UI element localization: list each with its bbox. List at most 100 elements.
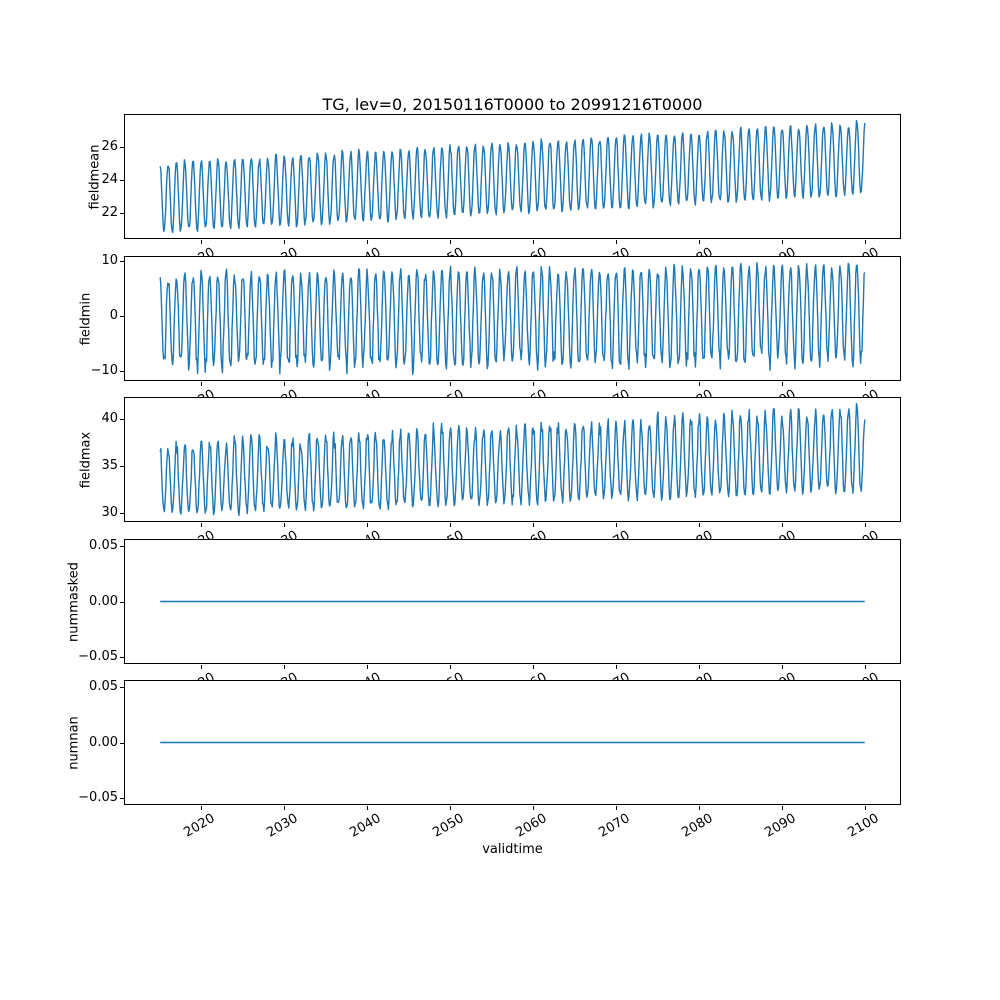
x-tick bbox=[533, 240, 535, 244]
x-tick bbox=[865, 806, 867, 810]
y-tick-label: 24 bbox=[101, 171, 118, 187]
y-tick-label: −0.05 bbox=[78, 648, 118, 664]
x-tick bbox=[782, 382, 784, 386]
plot-title: TG, lev=0, 20150116T0000 to 20991216T000… bbox=[322, 95, 703, 114]
y-tick bbox=[120, 260, 124, 262]
y-tick-label: 22 bbox=[101, 204, 118, 220]
x-tick bbox=[367, 665, 369, 669]
y-axis-label-fieldmin: fieldmin bbox=[78, 292, 94, 345]
x-tick bbox=[367, 806, 369, 810]
x-tick bbox=[699, 523, 701, 527]
x-tick bbox=[865, 523, 867, 527]
y-axis-label-fieldmean: fieldmean bbox=[87, 144, 103, 209]
y-tick-label: 0 bbox=[109, 307, 118, 323]
subplot-fieldmean-axes bbox=[124, 114, 901, 239]
x-axis-label: validtime bbox=[482, 842, 543, 857]
x-tick bbox=[367, 523, 369, 527]
x-tick-label: 2020 bbox=[181, 811, 218, 841]
y-axis-label-fieldmax: fieldmax bbox=[78, 431, 94, 488]
y-tick-label: 0.00 bbox=[89, 593, 118, 609]
y-tick bbox=[120, 742, 124, 744]
y-tick bbox=[120, 466, 124, 468]
y-tick bbox=[120, 212, 124, 214]
y-tick-label: 30 bbox=[101, 505, 118, 521]
y-tick bbox=[120, 371, 124, 373]
x-tick-label: 2030 bbox=[264, 811, 301, 841]
x-tick bbox=[367, 382, 369, 386]
y-tick-label: 0.05 bbox=[89, 679, 118, 695]
x-tick bbox=[699, 665, 701, 669]
x-tick bbox=[284, 382, 286, 386]
fieldmax-line bbox=[159, 402, 866, 517]
y-tick bbox=[120, 797, 124, 799]
y-tick-label: 40 bbox=[101, 411, 118, 427]
y-axis-label-nummasked: nummasked bbox=[66, 561, 82, 642]
x-tick bbox=[782, 523, 784, 527]
y-tick bbox=[120, 419, 124, 421]
x-tick-label: 2060 bbox=[513, 811, 550, 841]
x-tick bbox=[533, 665, 535, 669]
x-tick bbox=[201, 382, 203, 386]
x-tick bbox=[284, 523, 286, 527]
x-tick bbox=[450, 240, 452, 244]
y-tick bbox=[120, 513, 124, 515]
x-tick bbox=[201, 240, 203, 244]
x-tick-label: 2100 bbox=[845, 811, 882, 841]
y-axis-label-numnan: numnan bbox=[66, 715, 82, 770]
subplot-numnan-axes bbox=[124, 680, 901, 805]
x-tick bbox=[616, 523, 618, 527]
y-tick-label: −10 bbox=[90, 363, 118, 379]
y-tick bbox=[120, 315, 124, 317]
x-tick bbox=[284, 665, 286, 669]
subplot-fieldmin-axes bbox=[124, 256, 901, 381]
x-tick bbox=[284, 806, 286, 810]
x-tick-label: 2040 bbox=[347, 811, 384, 841]
x-tick bbox=[284, 240, 286, 244]
y-tick-label: 0.05 bbox=[89, 538, 118, 554]
x-tick-label: 2070 bbox=[596, 811, 633, 841]
x-tick bbox=[367, 240, 369, 244]
x-tick bbox=[201, 523, 203, 527]
x-tick bbox=[782, 806, 784, 810]
x-tick bbox=[450, 806, 452, 810]
x-tick bbox=[865, 382, 867, 386]
x-tick bbox=[699, 382, 701, 386]
x-tick bbox=[699, 240, 701, 244]
y-tick bbox=[120, 687, 124, 689]
x-tick bbox=[450, 665, 452, 669]
x-tick bbox=[616, 240, 618, 244]
x-tick bbox=[865, 240, 867, 244]
numnan-line bbox=[160, 741, 865, 744]
subplot-nummasked-axes bbox=[124, 539, 901, 664]
x-tick bbox=[616, 806, 618, 810]
x-tick bbox=[616, 382, 618, 386]
y-tick bbox=[120, 546, 124, 548]
y-tick-label: 0.00 bbox=[89, 734, 118, 750]
x-tick bbox=[616, 665, 618, 669]
x-tick bbox=[782, 665, 784, 669]
y-tick-label: 26 bbox=[101, 138, 118, 154]
x-tick bbox=[201, 806, 203, 810]
nummasked-line bbox=[160, 600, 865, 603]
y-tick bbox=[120, 601, 124, 603]
y-tick bbox=[120, 179, 124, 181]
y-tick-label: 10 bbox=[101, 252, 118, 268]
x-tick bbox=[201, 665, 203, 669]
x-tick-label: 2090 bbox=[762, 811, 799, 841]
x-tick bbox=[533, 806, 535, 810]
x-tick bbox=[450, 382, 452, 386]
y-tick bbox=[120, 656, 124, 658]
x-tick-label: 2050 bbox=[430, 811, 467, 841]
y-tick-label: −0.05 bbox=[78, 789, 118, 805]
x-tick bbox=[450, 523, 452, 527]
y-tick-label: 35 bbox=[101, 458, 118, 474]
y-tick bbox=[120, 146, 124, 148]
x-tick bbox=[782, 240, 784, 244]
fieldmin-line bbox=[159, 261, 866, 376]
x-tick bbox=[533, 523, 535, 527]
x-tick bbox=[533, 382, 535, 386]
x-tick bbox=[865, 665, 867, 669]
fieldmean-line bbox=[159, 119, 866, 234]
x-tick-label: 2080 bbox=[679, 811, 716, 841]
